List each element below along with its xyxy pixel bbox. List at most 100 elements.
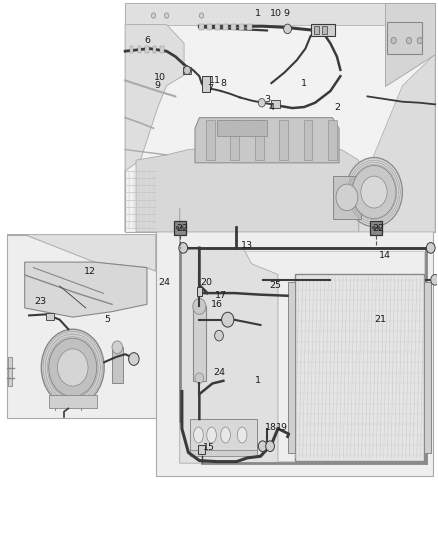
Circle shape xyxy=(41,329,104,406)
Text: 9: 9 xyxy=(155,81,161,90)
Bar xyxy=(125,3,435,232)
Bar xyxy=(279,120,288,160)
Bar xyxy=(255,120,264,160)
Bar xyxy=(387,22,422,54)
Circle shape xyxy=(215,330,223,341)
Ellipse shape xyxy=(237,427,247,443)
Bar xyxy=(160,46,164,53)
Ellipse shape xyxy=(221,427,230,443)
Ellipse shape xyxy=(207,427,216,443)
Polygon shape xyxy=(125,25,184,232)
Circle shape xyxy=(193,298,206,314)
Bar xyxy=(46,313,54,320)
Bar xyxy=(130,46,134,53)
Bar xyxy=(322,26,327,34)
Text: 7: 7 xyxy=(207,84,213,93)
Bar xyxy=(193,306,206,381)
Text: 1: 1 xyxy=(255,10,261,19)
Bar xyxy=(314,26,319,34)
Bar xyxy=(183,67,191,74)
Text: 2: 2 xyxy=(334,102,340,111)
Bar xyxy=(190,450,258,456)
Bar xyxy=(182,251,424,461)
Circle shape xyxy=(222,312,234,327)
Circle shape xyxy=(373,226,375,229)
Circle shape xyxy=(336,184,358,211)
Text: 20: 20 xyxy=(200,278,212,287)
Circle shape xyxy=(151,13,155,18)
Text: 16: 16 xyxy=(211,300,223,309)
Bar xyxy=(311,24,335,36)
Text: 3: 3 xyxy=(264,94,270,103)
Polygon shape xyxy=(385,3,435,86)
Bar xyxy=(304,120,312,160)
Polygon shape xyxy=(195,118,339,163)
Bar xyxy=(215,23,220,30)
Circle shape xyxy=(164,13,169,18)
Bar xyxy=(295,274,424,461)
Text: 25: 25 xyxy=(270,280,282,289)
Text: 6: 6 xyxy=(144,36,150,45)
Polygon shape xyxy=(359,54,435,232)
Circle shape xyxy=(346,158,403,227)
Circle shape xyxy=(112,341,123,354)
Text: 22: 22 xyxy=(176,224,188,233)
Text: 8: 8 xyxy=(220,78,226,87)
Bar xyxy=(112,348,123,383)
Text: 12: 12 xyxy=(84,268,96,276)
Circle shape xyxy=(49,338,97,397)
Bar xyxy=(271,100,280,108)
Bar xyxy=(328,120,337,160)
Circle shape xyxy=(199,13,204,18)
Bar xyxy=(153,46,156,53)
Circle shape xyxy=(179,243,187,253)
Bar xyxy=(7,235,155,418)
Text: 17: 17 xyxy=(215,291,227,300)
Text: 5: 5 xyxy=(105,315,111,324)
Circle shape xyxy=(180,226,183,229)
Circle shape xyxy=(258,99,265,107)
Bar xyxy=(230,120,239,160)
Text: 10: 10 xyxy=(154,73,166,82)
Bar xyxy=(138,46,141,53)
Circle shape xyxy=(417,37,423,44)
Circle shape xyxy=(391,37,396,44)
Bar xyxy=(217,120,267,136)
Polygon shape xyxy=(7,235,155,271)
Circle shape xyxy=(195,373,204,383)
Circle shape xyxy=(176,226,179,229)
Bar xyxy=(198,445,205,454)
Bar xyxy=(424,282,431,453)
Bar xyxy=(370,221,382,235)
Bar xyxy=(207,23,212,30)
Polygon shape xyxy=(25,262,147,317)
Bar xyxy=(155,229,433,477)
Bar xyxy=(49,395,97,408)
Circle shape xyxy=(129,353,139,366)
Circle shape xyxy=(426,243,435,253)
Text: 21: 21 xyxy=(374,315,387,324)
Text: 18: 18 xyxy=(265,423,276,432)
Text: 24: 24 xyxy=(159,278,170,287)
Bar xyxy=(231,23,236,30)
Text: 10: 10 xyxy=(270,10,282,19)
Circle shape xyxy=(352,165,396,219)
Polygon shape xyxy=(180,208,278,463)
Circle shape xyxy=(377,226,380,229)
Circle shape xyxy=(266,441,275,451)
Bar xyxy=(8,357,12,386)
Bar xyxy=(197,287,202,296)
Circle shape xyxy=(284,24,291,34)
Circle shape xyxy=(258,441,267,451)
Text: 13: 13 xyxy=(241,241,254,250)
Bar xyxy=(206,120,215,160)
Circle shape xyxy=(184,66,191,75)
Text: 24: 24 xyxy=(213,368,225,377)
Circle shape xyxy=(406,37,412,44)
Text: 14: 14 xyxy=(379,252,391,260)
Bar xyxy=(247,23,252,30)
Bar xyxy=(201,76,210,92)
Text: 4: 4 xyxy=(268,102,274,111)
Bar xyxy=(240,23,244,30)
Bar xyxy=(223,23,228,30)
